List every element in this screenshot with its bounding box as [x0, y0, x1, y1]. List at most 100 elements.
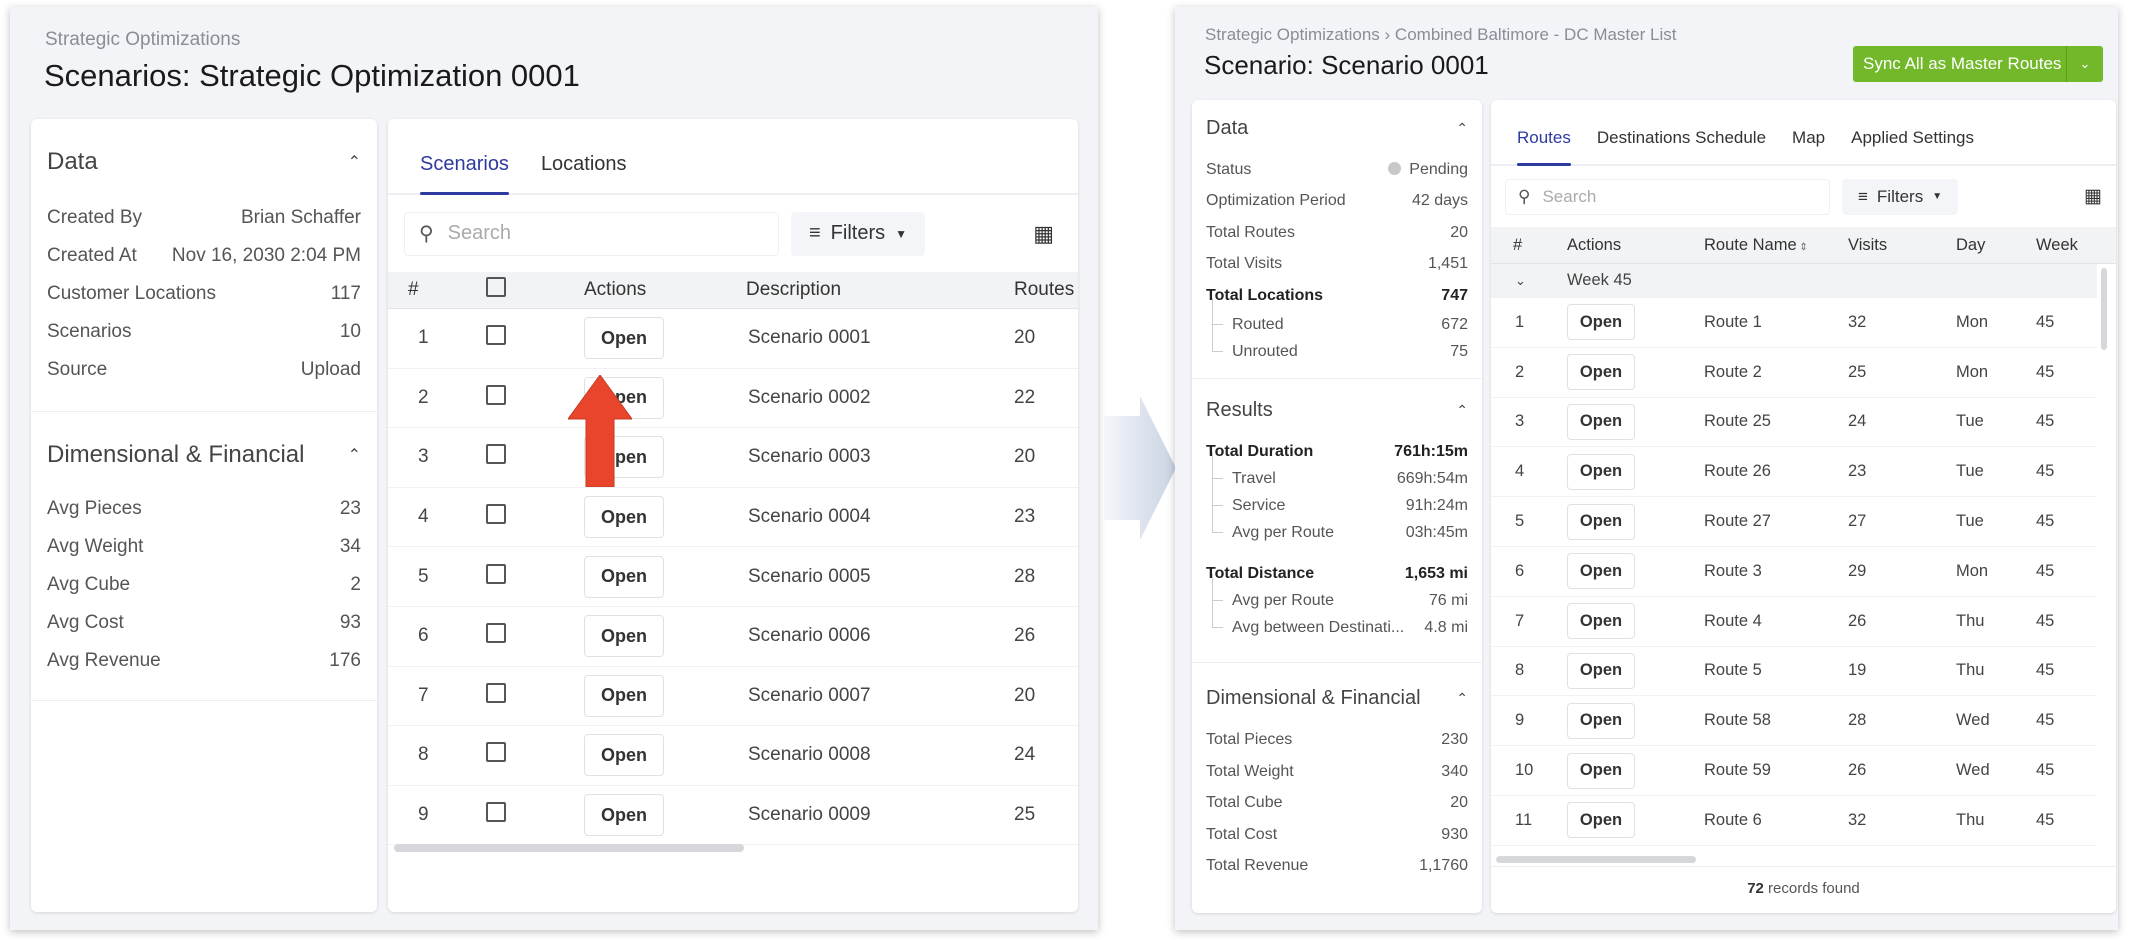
tab-applied-settings[interactable]: Applied Settings	[1851, 128, 1974, 147]
tab-routes[interactable]: Routes	[1517, 128, 1571, 166]
breadcrumb-link[interactable]: Strategic Optimizations	[1205, 25, 1380, 44]
search-input[interactable]: ⚲ Search	[404, 211, 779, 256]
table-row[interactable]: 3 Open Scenario 0003 20	[388, 428, 1078, 488]
kv-value: 20	[1450, 223, 1468, 241]
dim-section-header[interactable]: Dimensional & Financial ⌃	[47, 438, 361, 472]
transition-arrow	[1104, 396, 1176, 540]
table-row[interactable]: 11 Open Route 6 32 Thu 45	[1491, 796, 2097, 846]
chevron-up-icon[interactable]: ⌃	[1456, 690, 1468, 706]
filters-button[interactable]: ≡ Filters ▼	[1842, 178, 1959, 215]
breadcrumb[interactable]: Strategic Optimizations	[45, 29, 241, 50]
vertical-scrollbar[interactable]	[2101, 268, 2107, 350]
sync-button[interactable]: Sync All as Master Routes ⌄	[1853, 46, 2103, 82]
kv-value: 03h:45m	[1405, 524, 1468, 541]
row-checkbox[interactable]	[486, 325, 584, 351]
chevron-up-icon[interactable]: ⌃	[347, 447, 361, 464]
kv-row: Avg between Destinati... 4.8 mi	[1206, 600, 1468, 642]
row-checkbox[interactable]	[486, 802, 584, 828]
table-row[interactable]: 6 Open Scenario 0006 26	[388, 607, 1078, 667]
open-button[interactable]: Open	[1567, 503, 1635, 540]
open-button[interactable]: Open	[584, 555, 664, 598]
results-section-header[interactable]: Results ⌃	[1206, 397, 1468, 425]
horizontal-scrollbar[interactable]	[394, 844, 744, 852]
open-button[interactable]: Open	[584, 674, 664, 717]
caret-down-icon: ▼	[895, 226, 908, 241]
column-settings-icon[interactable]: ▦	[1033, 220, 1054, 246]
table-row[interactable]: 2 Open Scenario 0002 22	[388, 369, 1078, 429]
col-route-name[interactable]: Route Name ⇕	[1704, 236, 1848, 255]
row-checkbox[interactable]	[486, 623, 584, 649]
open-button[interactable]: Open	[1567, 802, 1635, 839]
chevron-up-icon[interactable]: ⌃	[1456, 402, 1468, 418]
data-section-header[interactable]: Data ⌃	[1206, 114, 1468, 142]
table-row[interactable]: 9 Open Scenario 0009 25	[388, 786, 1078, 846]
scenario-info-sidebar: Data ⌃ Status Pending Optimization Perio…	[1192, 100, 1482, 913]
kv-label: Total Revenue	[1206, 857, 1309, 875]
chevron-up-icon[interactable]: ⌃	[347, 154, 361, 171]
breadcrumb-link[interactable]: Combined Baltimore - DC Master List	[1394, 25, 1677, 44]
kv-label: Scenarios	[47, 321, 132, 342]
row-checkbox[interactable]	[486, 742, 584, 768]
open-button[interactable]: Open	[1567, 553, 1635, 590]
table-row[interactable]: 1 Open Route 1 32 Mon 45	[1491, 298, 2097, 348]
kv-row: Total Duration 761h:15m	[1206, 439, 1468, 466]
table-row[interactable]: 8 Open Route 5 19 Thu 45	[1491, 647, 2097, 697]
filters-button[interactable]: ≡ Filters ▼	[791, 211, 926, 256]
row-checkbox[interactable]	[486, 384, 584, 411]
select-all-checkbox[interactable]	[486, 277, 584, 303]
row-checkbox[interactable]	[486, 563, 584, 590]
kv-value: 672	[1441, 316, 1468, 333]
data-section-header[interactable]: Data ⌃	[47, 145, 361, 179]
group-row-week[interactable]: ⌄ Week 45	[1491, 264, 2097, 298]
open-button[interactable]: Open	[1567, 652, 1635, 689]
open-button[interactable]: Open	[1567, 702, 1635, 739]
kv-row: Avg per Route 03h:45m	[1206, 505, 1468, 547]
open-button[interactable]: Open	[584, 794, 664, 837]
chevron-down-icon[interactable]: ⌄	[1515, 272, 1526, 288]
sort-icon[interactable]: ⇕	[1796, 241, 1808, 253]
open-button[interactable]: Open	[584, 317, 664, 360]
open-button[interactable]: Open	[1567, 304, 1635, 341]
open-button[interactable]: Open	[584, 496, 664, 539]
table-row[interactable]: 2 Open Route 2 25 Mon 45	[1491, 348, 2097, 398]
search-placeholder: Search	[1542, 186, 1597, 206]
table-row[interactable]: 1 Open Scenario 0001 20	[388, 309, 1078, 369]
open-button[interactable]: Open	[1567, 603, 1635, 640]
open-button[interactable]: Open	[1567, 752, 1635, 789]
table-row[interactable]: 6 Open Route 3 29 Mon 45	[1491, 547, 2097, 597]
table-row[interactable]: 5 Open Scenario 0005 28	[388, 547, 1078, 607]
row-checkbox[interactable]	[486, 504, 584, 530]
table-row[interactable]: 4 Open Scenario 0004 23	[388, 488, 1078, 548]
row-checkbox[interactable]	[486, 444, 584, 470]
kv-label: Status	[1206, 160, 1252, 178]
row-visits: 23	[1848, 462, 1867, 481]
open-button[interactable]: Open	[1567, 403, 1635, 440]
row-checkbox[interactable]	[486, 682, 584, 709]
tab-scenarios[interactable]: Scenarios	[420, 153, 509, 195]
table-row[interactable]: 7 Open Route 4 26 Thu 45	[1491, 597, 2097, 647]
open-button[interactable]: Open	[584, 734, 664, 777]
search-input[interactable]: ⚲ Search	[1505, 178, 1830, 215]
open-button[interactable]: Open	[1567, 354, 1635, 391]
kv-row: Total Revenue 1,1760	[1206, 851, 1468, 883]
table-row[interactable]: 3 Open Route 25 24 Tue 45	[1491, 398, 2097, 448]
table-row[interactable]: 8 Open Scenario 0008 24	[388, 726, 1078, 786]
chevron-down-icon[interactable]: ⌄	[2066, 46, 2103, 82]
tab-locations[interactable]: Locations	[540, 153, 627, 175]
horizontal-scrollbar[interactable]	[1496, 856, 1696, 863]
open-button[interactable]: Open	[1567, 453, 1635, 490]
col-routes[interactable]: Routes	[1014, 279, 1075, 300]
dim-section-header[interactable]: Dimensional & Financial ⌃	[1206, 685, 1468, 713]
tab-destinations-schedule[interactable]: Destinations Schedule	[1596, 128, 1767, 147]
kv-label: Avg per Route	[1232, 592, 1334, 609]
table-row[interactable]: 10 Open Route 59 26 Wed 45	[1491, 746, 2097, 796]
tab-map[interactable]: Map	[1792, 128, 1826, 147]
table-row[interactable]: 9 Open Route 58 28 Wed 45	[1491, 696, 2097, 747]
table-row[interactable]: 4 Open Route 26 23 Tue 45	[1491, 447, 2097, 498]
chevron-up-icon[interactable]: ⌃	[1456, 119, 1468, 136]
open-button[interactable]: Open	[584, 615, 664, 658]
table-row[interactable]: 5 Open Route 27 27 Tue 45	[1491, 497, 2097, 547]
column-settings-icon[interactable]: ▦	[2084, 186, 2102, 207]
row-week: 45	[2036, 761, 2055, 780]
table-row[interactable]: 7 Open Scenario 0007 20	[388, 667, 1078, 727]
